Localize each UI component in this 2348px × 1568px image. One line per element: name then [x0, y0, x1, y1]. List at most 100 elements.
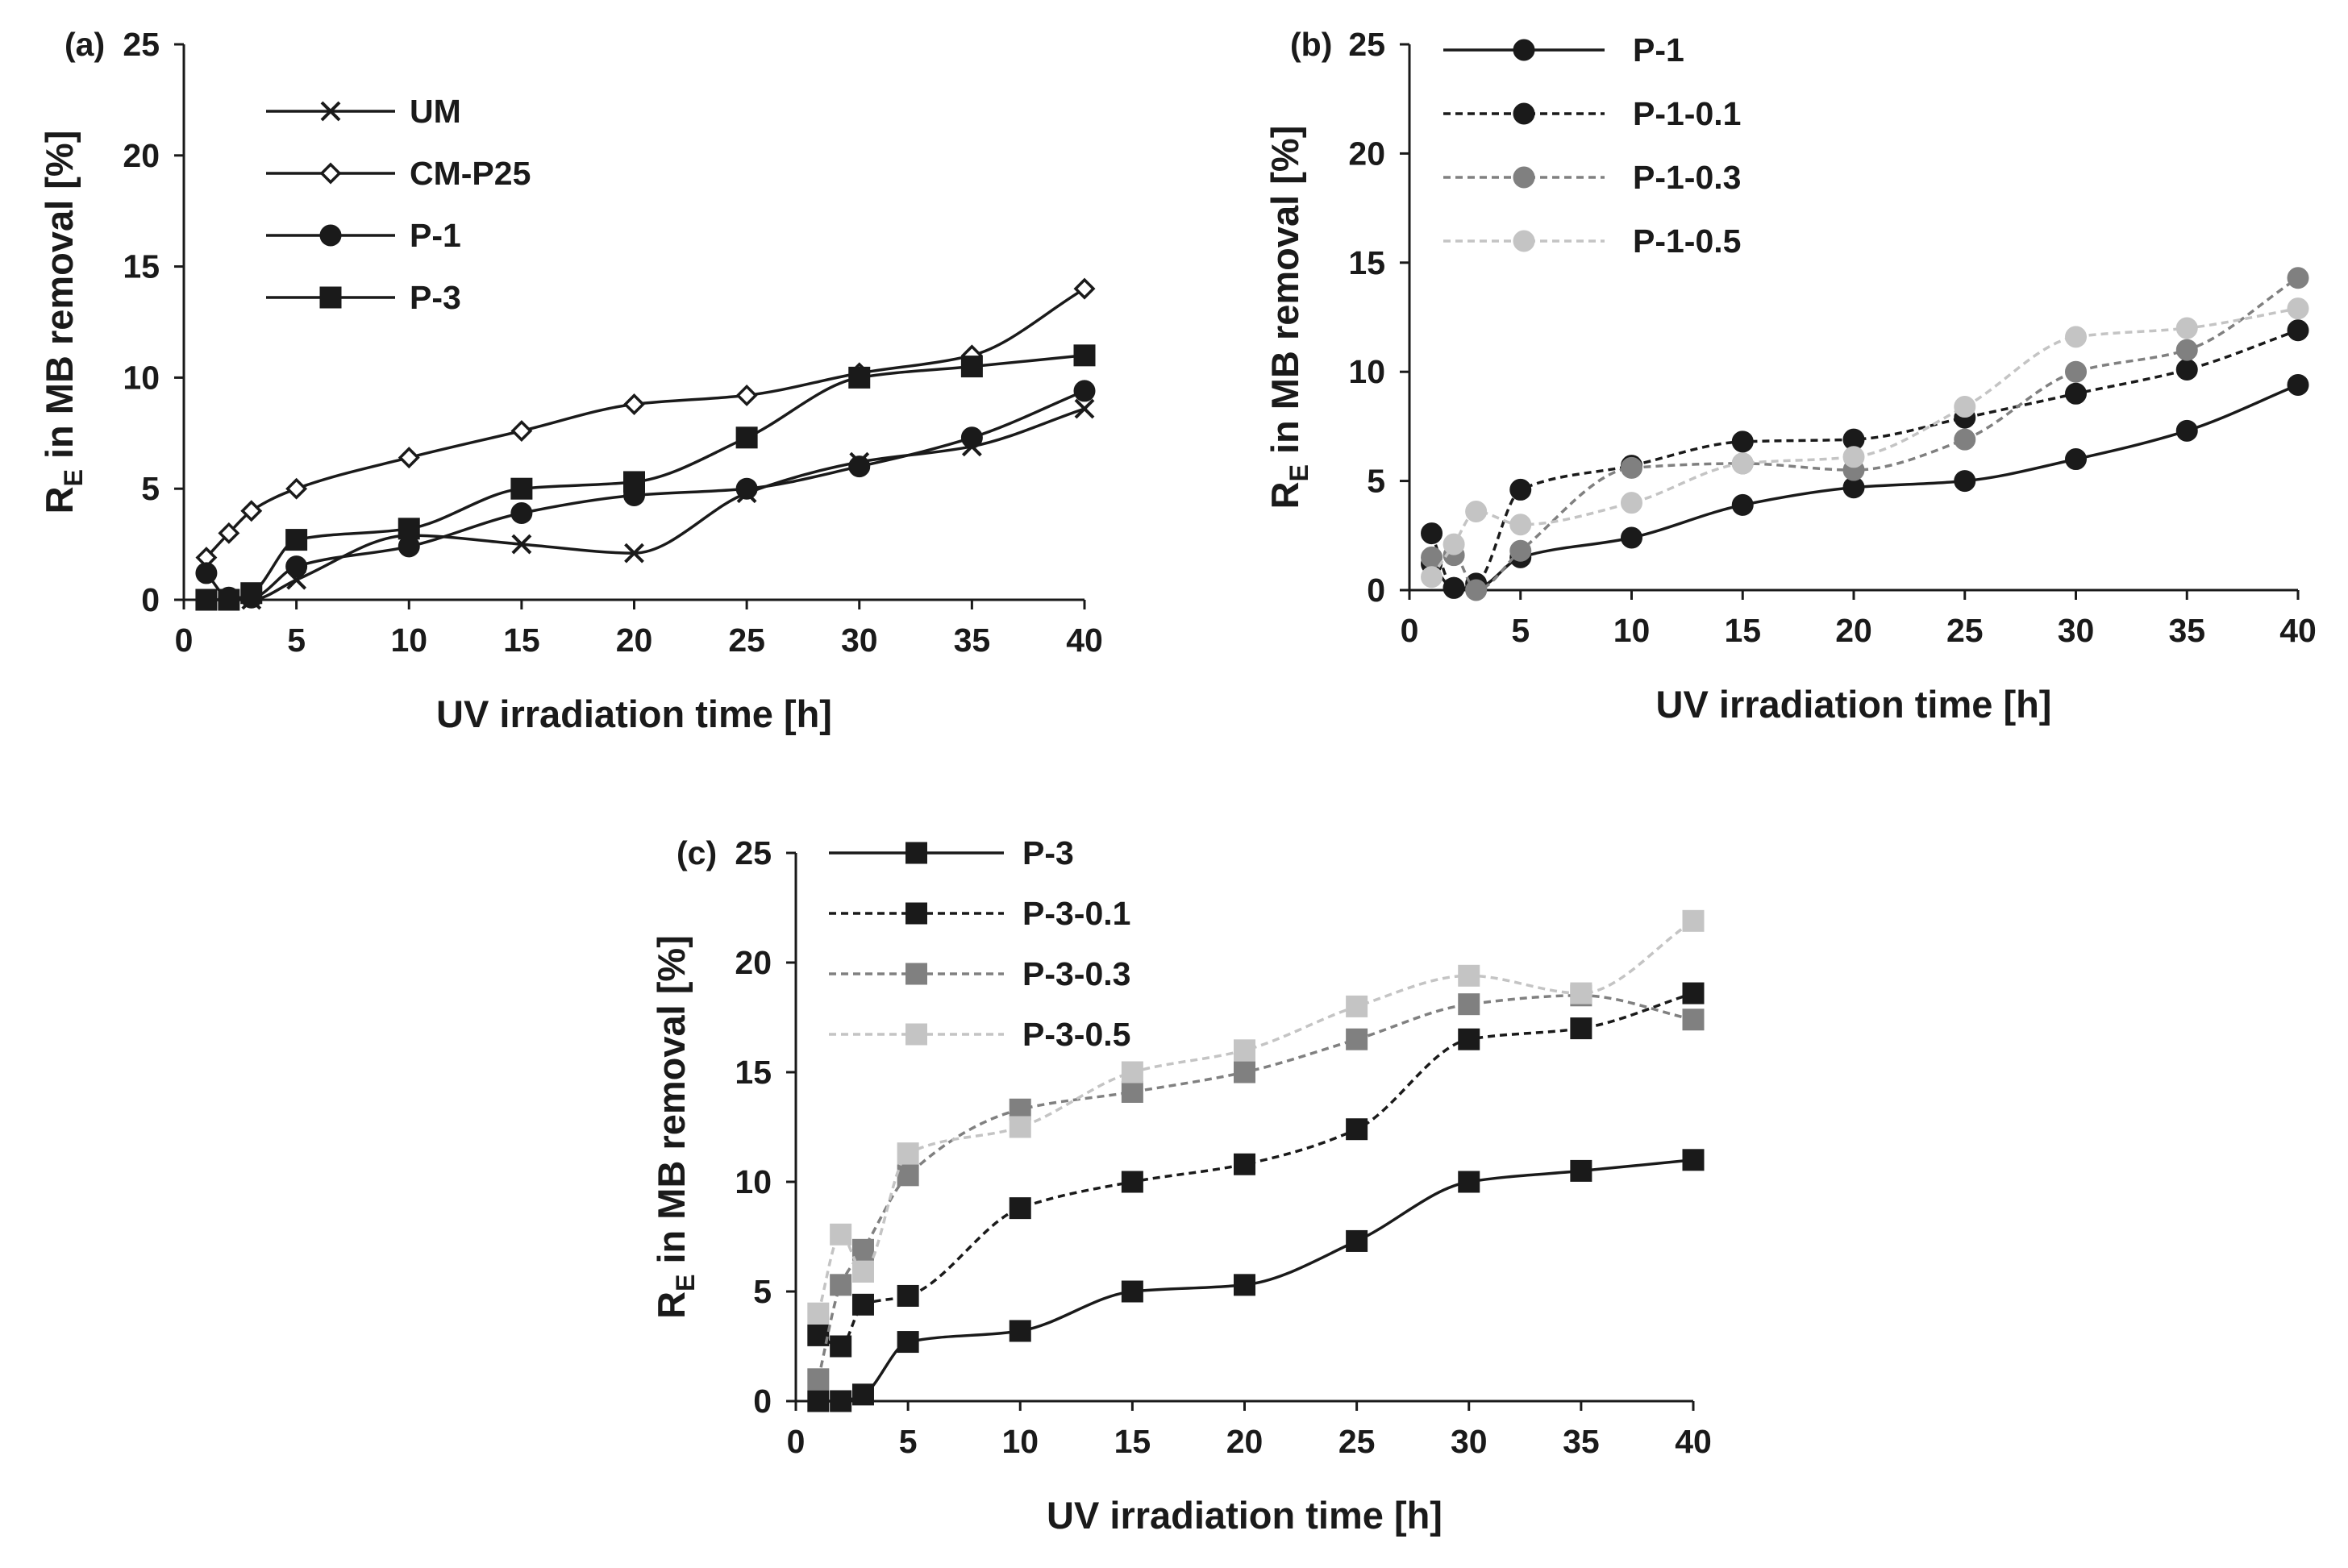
y-tick-label: 20 — [123, 137, 160, 174]
legend-label: P-1-0.5 — [1633, 223, 1741, 260]
y-tick-label: 20 — [735, 944, 772, 981]
legend-marker — [319, 162, 342, 185]
data-point — [735, 384, 758, 406]
legend-entry: P-1 — [266, 217, 461, 254]
data-point — [1121, 1080, 1143, 1103]
data-point — [1009, 1116, 1031, 1138]
data-point — [285, 555, 308, 578]
data-point — [240, 582, 263, 605]
data-point — [218, 522, 240, 544]
y-axis-label-main: R — [1264, 481, 1306, 509]
x-tick-label: 0 — [787, 1423, 806, 1460]
data-point — [1458, 993, 1480, 1016]
data-point — [1731, 430, 1754, 453]
y-tick-label: 25 — [123, 26, 160, 63]
x-tick-label: 25 — [728, 622, 765, 659]
legend-label: P-3-0.1 — [1022, 895, 1130, 932]
legend-entry: P-3 — [266, 279, 461, 316]
legend-label: P-3-0.5 — [1022, 1016, 1130, 1053]
series-line — [1430, 383, 2299, 590]
x-tick-label: 30 — [1451, 1423, 1488, 1460]
data-point — [1009, 1320, 1031, 1342]
legend-label: P-3-0.3 — [1022, 955, 1130, 992]
x-tick-label: 30 — [2058, 612, 2095, 649]
x-tick-label: 30 — [841, 622, 878, 659]
x-tick-label: 20 — [1835, 612, 1872, 649]
legend-marker — [319, 224, 342, 247]
chart-panel-a: 0 5 10 15 20 25 0 5 10 15 20 25 30 35 40 (a) UV irradiat… — [38, 26, 1103, 735]
series-line — [205, 389, 1085, 599]
x-tick-label: 15 — [1114, 1423, 1151, 1460]
data-point — [1509, 539, 1532, 562]
legend-entry: P-1 — [1443, 31, 1684, 69]
y-axis-label-main: R — [38, 486, 81, 514]
x-axis-label: UV irradiation time [h] — [436, 692, 832, 735]
x-tick-label: 35 — [954, 622, 991, 659]
series-P-3-0.1 — [807, 982, 1705, 1358]
data-point — [2287, 373, 2309, 396]
data-point — [960, 426, 983, 449]
series-P-1 — [1421, 373, 2309, 599]
data-point — [2287, 267, 2309, 289]
data-point — [735, 426, 758, 449]
x-tick-label: 25 — [1338, 1423, 1376, 1460]
panel-label: (a) — [65, 26, 105, 63]
y-tick-label: 5 — [141, 470, 160, 507]
legend-label: P-3 — [410, 279, 461, 316]
data-point — [1954, 470, 1976, 493]
data-point — [2287, 297, 2309, 320]
y-axis-label: RE in MB removal [%] — [1264, 126, 1313, 509]
y-tick-label: 5 — [1367, 463, 1385, 500]
series-line — [206, 354, 1085, 601]
legend-marker — [905, 963, 927, 985]
data-point — [897, 1164, 919, 1187]
y-tick-label: 15 — [1348, 244, 1385, 281]
y-tick-label: 15 — [123, 248, 160, 285]
legend-entry: CM-P25 — [266, 155, 531, 192]
data-point — [510, 477, 533, 500]
data-point — [623, 471, 645, 493]
x-tick-label: 10 — [1613, 612, 1651, 649]
data-point — [1621, 526, 1642, 549]
data-point — [960, 356, 983, 378]
x-axis-label: UV irradiation time [h] — [1656, 683, 2052, 726]
data-point — [1121, 1171, 1143, 1193]
legend-entry: UM — [266, 93, 461, 130]
data-point — [897, 1331, 919, 1354]
data-point — [2175, 358, 2198, 381]
data-point — [510, 502, 533, 525]
data-point — [623, 393, 645, 415]
legend-marker — [1513, 230, 1535, 252]
data-point — [1682, 909, 1705, 932]
y-axis-label-rest: in MB removal [%] — [38, 131, 81, 469]
y-tick-label: 10 — [123, 359, 160, 396]
x-tick-label: 35 — [1563, 1423, 1600, 1460]
legend-label: CM-P25 — [410, 155, 531, 192]
data-point — [1346, 1229, 1368, 1252]
y-tick-label: 5 — [753, 1273, 772, 1310]
y-axis-label: RE in MB removal [%] — [650, 935, 700, 1319]
x-tick-label: 10 — [1001, 1423, 1039, 1460]
data-point — [1421, 566, 1443, 589]
data-point — [1234, 1274, 1255, 1296]
chart-panel-c: 0 5 10 15 20 25 0 5 10 15 20 25 30 35 40 (c) UV irradiat… — [650, 834, 1712, 1537]
series-line — [1430, 306, 2299, 578]
legend-label: P-1-0.1 — [1633, 95, 1741, 132]
data-point — [195, 589, 218, 611]
panel-label: (b) — [1290, 26, 1332, 63]
x-tick-label: 15 — [1724, 612, 1761, 649]
x-tick-label: 5 — [287, 622, 306, 659]
data-point — [1621, 492, 1642, 514]
data-point — [1234, 1153, 1255, 1175]
data-point — [2175, 317, 2198, 339]
data-point — [2065, 326, 2087, 348]
data-point — [1074, 398, 1095, 419]
data-point — [285, 529, 308, 551]
data-point — [1682, 982, 1705, 1004]
data-point — [830, 1274, 852, 1296]
y-axis-label-rest: in MB removal [%] — [1264, 126, 1306, 464]
data-point — [1465, 579, 1488, 601]
data-point — [511, 534, 532, 555]
data-point — [1570, 1159, 1592, 1182]
